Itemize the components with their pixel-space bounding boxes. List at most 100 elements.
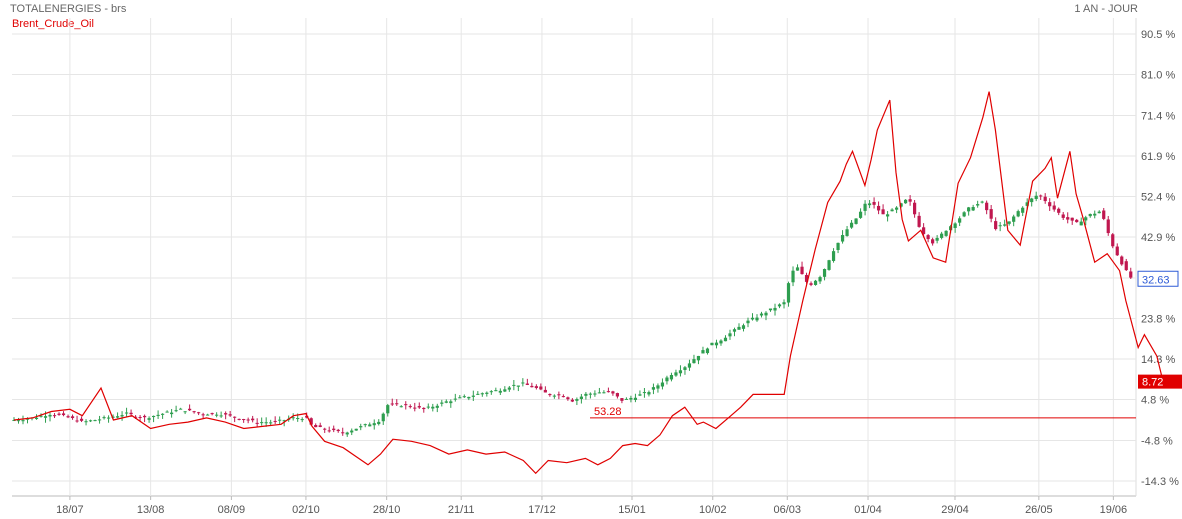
candle-body	[246, 419, 250, 421]
candle-body	[539, 386, 543, 390]
candle-body	[323, 428, 327, 430]
candle-body	[521, 382, 525, 384]
candle-body	[597, 392, 601, 394]
candle-body	[34, 417, 39, 420]
candle-body	[21, 420, 25, 422]
candle-body	[97, 419, 102, 421]
candle-body	[854, 218, 858, 224]
candle-body	[381, 413, 385, 422]
x-tick-label: 13/08	[137, 504, 165, 516]
candle-body	[1111, 234, 1115, 247]
candle-body	[16, 420, 21, 422]
candle-body	[66, 416, 70, 418]
candle-body	[327, 430, 331, 432]
candle-body	[377, 421, 381, 425]
candle-body	[503, 389, 507, 392]
period-label[interactable]: 1 AN - JOUR	[1074, 3, 1138, 15]
candle-body	[1048, 202, 1052, 207]
candle-body	[570, 399, 574, 402]
candle-body	[606, 391, 611, 393]
candle-body	[260, 422, 264, 424]
candle-body	[692, 359, 696, 364]
y-tick-label: 71.4 %	[1141, 110, 1175, 122]
candle-body	[872, 201, 876, 205]
candle-body	[1016, 211, 1020, 217]
candle-body	[989, 209, 993, 219]
candle-body	[534, 386, 538, 388]
candle-body	[133, 416, 138, 418]
candle-body	[615, 393, 620, 397]
candle-body	[201, 414, 205, 416]
candle-body	[791, 270, 795, 283]
candle-body	[922, 227, 926, 235]
x-tick-label: 06/03	[774, 504, 802, 516]
candle-body	[417, 406, 421, 408]
candle-body	[156, 414, 160, 416]
candle-body	[88, 420, 93, 422]
candle-body	[723, 337, 728, 342]
candle-body	[561, 396, 565, 398]
candle-body	[147, 418, 151, 420]
y-tick-label: 81.0 %	[1141, 70, 1175, 82]
candle-body	[192, 411, 196, 413]
y-tick-label: 42.9 %	[1141, 232, 1175, 244]
candle-body	[818, 277, 822, 282]
candle-body	[629, 397, 633, 400]
candle-body	[885, 214, 890, 217]
candle-body	[967, 207, 971, 212]
candle-body	[931, 239, 935, 244]
candle-body	[251, 418, 255, 421]
candle-body	[687, 363, 692, 368]
candle-body	[494, 390, 498, 392]
candle-body	[962, 212, 966, 217]
candle-body	[557, 394, 561, 396]
candle-body	[759, 313, 764, 316]
y-tick-label: -14.3 %	[1141, 476, 1179, 488]
candle-body	[1079, 221, 1083, 226]
y-tick-label: 4.8 %	[1141, 395, 1169, 407]
candle-body	[106, 417, 111, 419]
candle-body	[764, 312, 768, 316]
candle-body	[399, 406, 403, 408]
candle-body	[985, 202, 989, 211]
y-tick-label: 61.9 %	[1141, 151, 1175, 163]
candle-body	[102, 417, 106, 419]
candle-body	[899, 203, 903, 207]
candle-body	[93, 420, 97, 422]
candle-body	[665, 377, 669, 382]
candle-body	[386, 405, 390, 414]
candle-body	[750, 317, 755, 320]
candle-body	[395, 403, 399, 405]
candle-body	[719, 340, 723, 344]
candle-body	[867, 203, 872, 206]
x-tick-label: 29/04	[941, 504, 969, 516]
candle-body	[944, 230, 948, 236]
x-tick-label: 28/10	[373, 504, 401, 516]
candle-body	[471, 395, 475, 397]
candle-body	[138, 417, 142, 419]
candle-body	[755, 317, 759, 321]
candle-body	[507, 387, 511, 390]
candle-body	[142, 415, 147, 418]
candle-body	[404, 404, 408, 406]
x-tick-label: 21/11	[448, 504, 475, 516]
candle-body	[242, 419, 246, 421]
candle-body	[188, 408, 192, 411]
candle-body	[768, 308, 773, 311]
candle-body	[512, 384, 516, 386]
candle-body	[642, 392, 647, 394]
candle-body	[237, 418, 241, 420]
candle-body	[611, 391, 615, 394]
candle-body	[881, 209, 885, 215]
candle-body	[25, 418, 30, 420]
candle-body	[669, 375, 674, 380]
candle-body	[800, 266, 804, 275]
candle-body	[332, 428, 336, 431]
candle-body	[498, 390, 502, 393]
candle-body	[124, 412, 129, 414]
candle-body	[206, 414, 210, 416]
candle-body	[674, 372, 678, 376]
legend-brent: Brent_Crude_Oil	[12, 18, 94, 30]
candle-body	[120, 415, 124, 417]
candle-body	[530, 385, 534, 388]
